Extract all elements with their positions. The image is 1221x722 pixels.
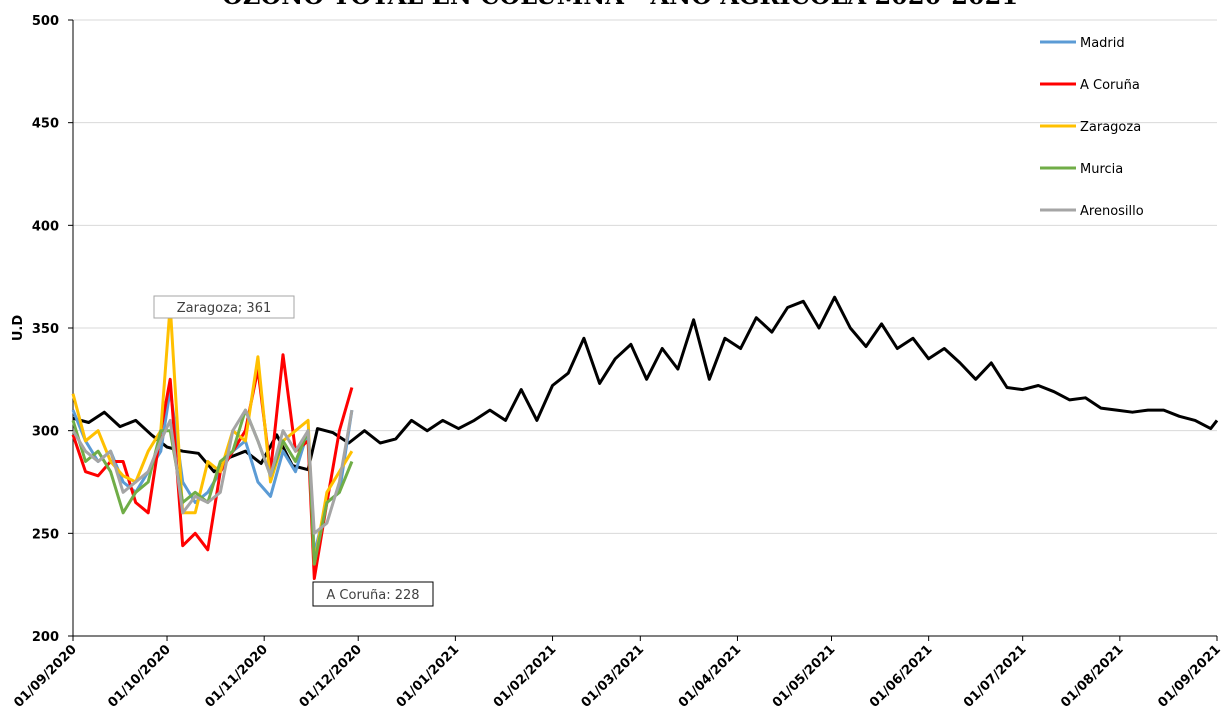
annotation-box [153, 295, 295, 319]
y-tick-label: 300 [32, 425, 59, 440]
y-tick-label: 250 [32, 527, 59, 542]
series-line [71, 408, 354, 535]
legend-label: Arenosillo [1080, 204, 1144, 219]
x-tick-label: 01/07/2021 [961, 642, 1029, 710]
x-tick-label: 01/11/2020 [203, 642, 271, 710]
x-tick-label: 01/05/2021 [770, 642, 838, 710]
y-tick-label: 500 [32, 14, 59, 29]
annotation: A Coruña: 228 [326, 588, 419, 603]
x-tick-label: 01/09/2021 [1155, 642, 1221, 710]
x-tick-label: 01/10/2020 [105, 642, 173, 710]
x-tick-label: 01/02/2021 [491, 642, 559, 710]
x-tick-label: 01/06/2021 [867, 642, 935, 710]
y-axis-label: U.D [11, 315, 26, 341]
chart-title: OZONO TOTAL EN COLUMNA - AÑO AGRÍCOLA 20… [222, 0, 1018, 10]
y-tick-label: 200 [32, 630, 59, 645]
x-tick-label: 01/12/2020 [297, 642, 365, 710]
x-tick-label: 01/03/2021 [579, 642, 647, 710]
y-tick-label: 450 [32, 117, 59, 132]
legend-label: A Coruña [1080, 78, 1140, 93]
x-tick-label: 01/04/2021 [676, 642, 744, 710]
annotation: Zaragoza; 361 [177, 301, 272, 316]
legend-label: Zaragoza [1080, 120, 1141, 135]
legend-label: Murcia [1080, 162, 1123, 177]
y-tick-label: 400 [32, 219, 59, 234]
annotation-box [312, 581, 434, 607]
x-tick-label: 01/01/2021 [394, 642, 462, 710]
x-tick-label: 01/08/2021 [1058, 642, 1126, 710]
y-tick-label: 350 [32, 322, 59, 337]
series-line [72, 295, 1219, 474]
x-tick-label: 01/09/2020 [11, 642, 79, 710]
legend-label: Madrid [1080, 36, 1125, 51]
